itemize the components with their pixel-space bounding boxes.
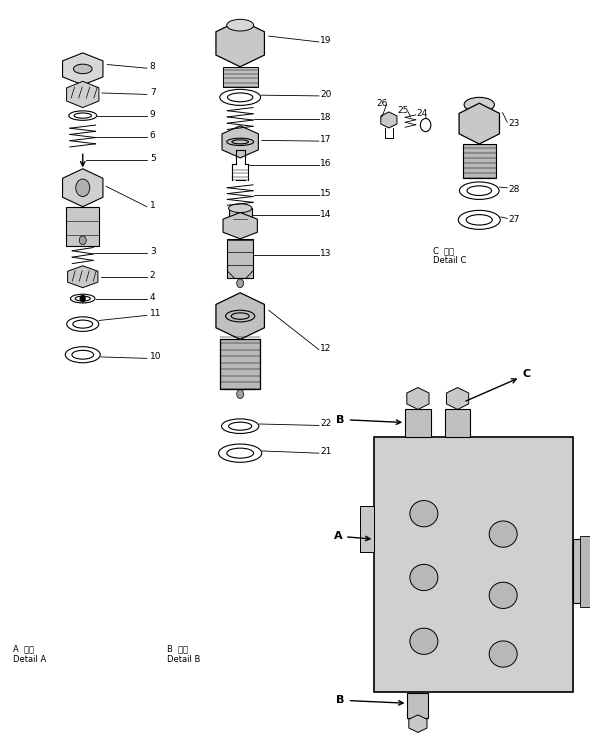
Bar — [407, 693, 429, 718]
Text: A: A — [334, 531, 370, 541]
Ellipse shape — [410, 501, 438, 527]
Ellipse shape — [410, 628, 438, 655]
Text: 7: 7 — [150, 88, 156, 97]
Text: 25: 25 — [398, 106, 409, 115]
Polygon shape — [216, 20, 264, 67]
Polygon shape — [63, 169, 103, 207]
Text: 24: 24 — [416, 109, 427, 118]
Polygon shape — [407, 388, 429, 409]
Bar — [445, 409, 470, 437]
Circle shape — [76, 179, 90, 196]
Circle shape — [236, 279, 244, 288]
Text: 4: 4 — [150, 293, 155, 302]
Polygon shape — [447, 388, 469, 409]
Text: 19: 19 — [320, 36, 331, 45]
Circle shape — [236, 390, 244, 398]
Polygon shape — [67, 81, 99, 108]
Bar — [220, 340, 260, 389]
Text: 20: 20 — [320, 90, 331, 99]
Text: 11: 11 — [150, 309, 161, 319]
Bar — [374, 437, 573, 692]
Circle shape — [80, 295, 85, 302]
Ellipse shape — [489, 521, 517, 547]
Bar — [405, 409, 431, 437]
Text: 3: 3 — [150, 247, 156, 256]
Circle shape — [79, 236, 86, 244]
Text: 28: 28 — [509, 185, 520, 194]
Text: 13: 13 — [320, 249, 331, 258]
Polygon shape — [63, 53, 103, 85]
Text: 23: 23 — [509, 119, 520, 128]
Ellipse shape — [73, 64, 92, 74]
Bar — [580, 536, 594, 606]
Text: 16: 16 — [320, 159, 331, 168]
Text: C  詳細
Detail C: C 詳細 Detail C — [433, 246, 466, 265]
Text: 6: 6 — [150, 131, 156, 140]
Polygon shape — [216, 293, 264, 340]
Bar — [66, 207, 99, 246]
Text: 18: 18 — [320, 113, 331, 123]
Text: 10: 10 — [150, 352, 161, 361]
Text: C: C — [466, 369, 531, 401]
Polygon shape — [409, 715, 427, 733]
Ellipse shape — [489, 641, 517, 667]
Ellipse shape — [489, 583, 517, 609]
Text: 2: 2 — [150, 270, 155, 280]
Ellipse shape — [464, 97, 494, 112]
Bar — [573, 539, 593, 603]
Polygon shape — [222, 126, 259, 158]
Text: 26: 26 — [376, 99, 387, 108]
Text: 5: 5 — [150, 154, 156, 163]
Text: 21: 21 — [320, 447, 331, 456]
Text: B: B — [336, 695, 403, 705]
Polygon shape — [67, 266, 98, 288]
Polygon shape — [459, 103, 500, 144]
Text: 1: 1 — [150, 201, 156, 210]
Bar — [360, 506, 374, 552]
Text: 14: 14 — [320, 210, 331, 218]
Ellipse shape — [410, 565, 438, 591]
Polygon shape — [381, 112, 397, 128]
Ellipse shape — [227, 19, 254, 31]
Text: A  詳細
Detail A: A 詳細 Detail A — [13, 644, 46, 663]
Text: 22: 22 — [320, 420, 331, 429]
Ellipse shape — [229, 204, 252, 212]
Text: 15: 15 — [320, 189, 331, 198]
Bar — [223, 67, 258, 87]
Text: 17: 17 — [320, 135, 331, 144]
Polygon shape — [223, 212, 257, 239]
Bar — [227, 239, 253, 278]
Text: B  詳細
Detail B: B 詳細 Detail B — [167, 644, 201, 663]
Text: 8: 8 — [150, 62, 156, 71]
Text: 12: 12 — [320, 344, 331, 353]
Bar — [229, 208, 252, 223]
Text: 9: 9 — [150, 110, 156, 119]
Text: 27: 27 — [509, 215, 520, 224]
Text: B: B — [336, 415, 401, 424]
Bar — [463, 144, 496, 178]
